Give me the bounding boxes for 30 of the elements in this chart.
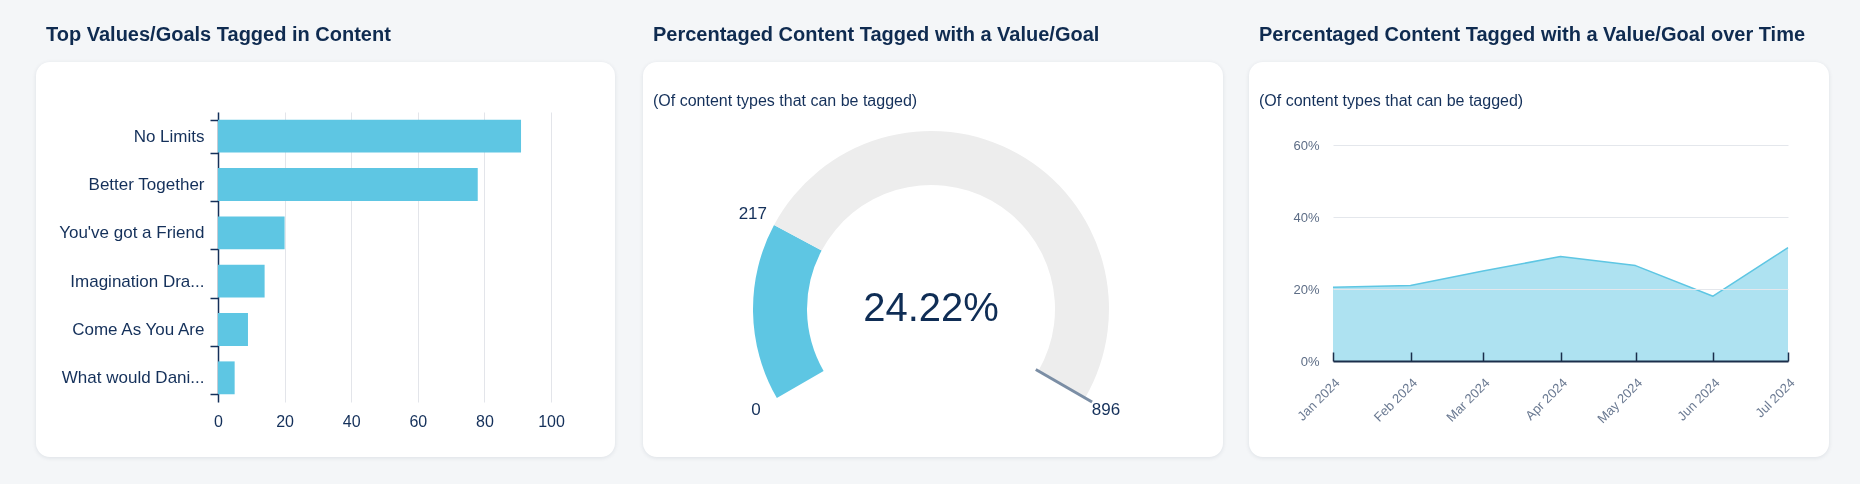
y-tick-label: No Limits [133,126,205,146]
y-tick-label: You've got a Friend [59,223,205,243]
y-tick-label: 20% [1293,281,1320,297]
chart-title: Top Values/Goals Tagged in Content [46,22,391,46]
text: 896 [1091,400,1121,419]
bar [218,119,522,153]
chart-title: Percentaged Content Tagged with a Value/Goal over Time [1259,22,1806,46]
bar [218,216,285,250]
chart-title: Percentaged Content Tagged with a Value/Goal [653,22,1100,46]
y-tick-label: Better Together [88,175,205,194]
y-tick-label: 40% [1293,209,1320,225]
x-tick-label: 40 [342,412,361,430]
chart-subtitle: (Of content types that can be tagged) [653,91,918,110]
x-tick-label: 80 [476,412,494,430]
y-tick-label: 0% [1300,353,1320,369]
bar [218,264,265,298]
text: 217 [738,203,768,223]
bar [218,313,248,346]
y-tick-label: What would Dani... [61,368,205,388]
x-tick-label: 100 [538,412,565,430]
bar [218,168,478,201]
bar [218,361,235,395]
y-tick-label: Imagination Dra... [70,271,205,291]
y-tick-label: 60% [1293,137,1320,153]
x-tick-label: 20 [276,412,295,430]
x-tick-label: 60 [409,412,428,430]
chart-subtitle: (Of content types that can be tagged) [1259,91,1524,110]
text: 24.22% [863,285,999,329]
y-tick-label: Come As You Are [72,320,205,339]
x-tick-label: 0 [214,412,224,430]
